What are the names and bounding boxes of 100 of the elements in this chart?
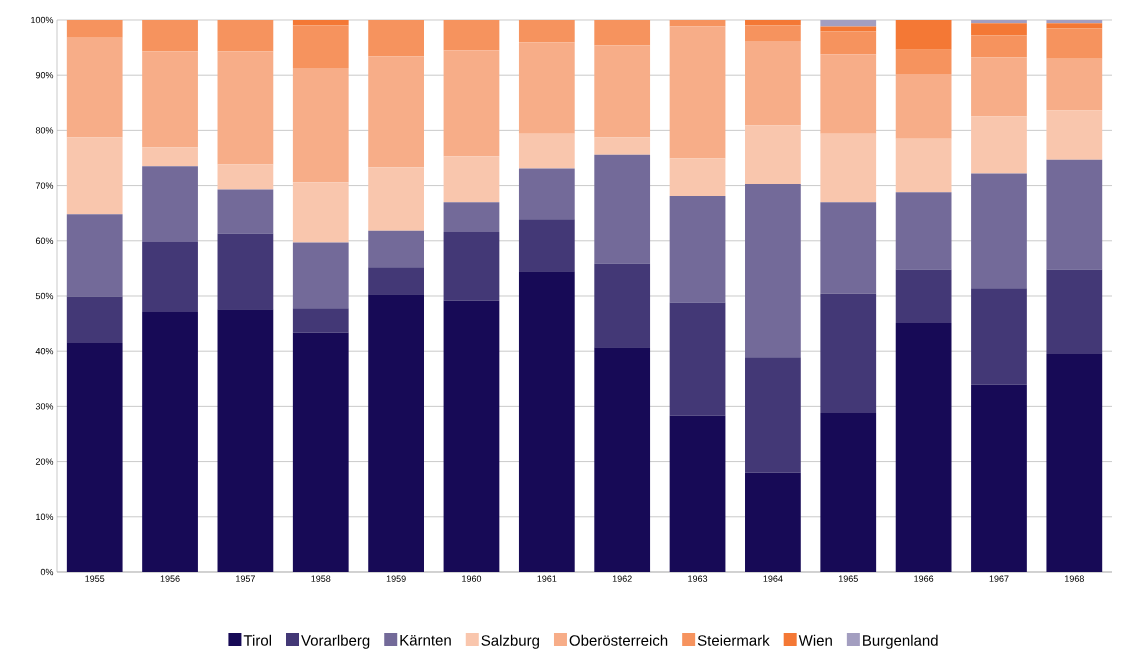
bar xyxy=(217,164,274,190)
bar xyxy=(971,116,1027,174)
bar xyxy=(217,19,274,52)
bar xyxy=(368,56,424,168)
bar xyxy=(971,35,1027,58)
bar xyxy=(820,293,877,414)
bar xyxy=(292,242,349,309)
bar xyxy=(820,202,877,294)
bar xyxy=(1046,58,1103,111)
legend-label: Salzburg xyxy=(481,634,539,649)
y-tick-label: 100% xyxy=(31,16,54,24)
y-tick-label: 0% xyxy=(40,568,54,576)
bar xyxy=(142,147,198,167)
bar xyxy=(745,25,801,41)
y-tick-label: 60% xyxy=(35,237,54,244)
bar xyxy=(895,19,952,50)
bar xyxy=(518,271,575,572)
bar xyxy=(745,183,801,358)
bar xyxy=(518,19,575,43)
bar xyxy=(217,51,274,165)
bar xyxy=(142,51,198,148)
legend-label: Kärnten xyxy=(400,635,451,646)
bar xyxy=(292,19,349,26)
bar xyxy=(368,167,424,231)
bar xyxy=(217,233,274,310)
bar xyxy=(895,269,952,324)
bar xyxy=(971,288,1027,385)
x-tick-label: 1961 xyxy=(537,575,557,582)
x-tick-label: 1959 xyxy=(386,575,406,582)
bar xyxy=(1046,353,1103,572)
bar xyxy=(1046,19,1103,24)
bar xyxy=(217,309,274,572)
y-tick-label: 70% xyxy=(35,182,54,189)
bar xyxy=(292,308,349,333)
bar xyxy=(745,472,801,572)
bar xyxy=(142,312,198,572)
x-tick-label: 1955 xyxy=(85,575,105,582)
bar xyxy=(292,68,349,183)
y-tick-label: 80% xyxy=(35,127,54,134)
x-tick-label: 1967 xyxy=(989,575,1009,582)
x-tick-label: 1965 xyxy=(838,575,858,582)
y-tick-label: 90% xyxy=(35,72,54,79)
bar xyxy=(518,168,575,220)
bar xyxy=(518,133,575,169)
bar xyxy=(1046,23,1103,29)
bar xyxy=(971,173,1027,289)
bar xyxy=(368,230,424,268)
bar xyxy=(971,19,1027,24)
legend-label: Steiermark xyxy=(697,634,770,646)
bar xyxy=(820,31,877,55)
bar xyxy=(820,19,877,27)
x-tick-label: 1960 xyxy=(462,575,482,582)
bar xyxy=(745,357,801,473)
y-tick-label: 10% xyxy=(36,513,54,520)
bar xyxy=(292,182,349,243)
bar xyxy=(594,19,651,46)
bar xyxy=(669,196,726,303)
bar xyxy=(669,19,726,27)
x-tick-label: 1962 xyxy=(612,575,632,582)
legend-label: Wien xyxy=(798,634,832,646)
legend-label: Vorarlberg xyxy=(301,634,370,649)
y-tick-label: 40% xyxy=(35,348,54,355)
bar xyxy=(669,26,726,159)
bar xyxy=(820,133,877,203)
bar xyxy=(66,296,123,343)
bar xyxy=(142,241,198,312)
bar xyxy=(669,158,726,197)
bar xyxy=(820,54,877,134)
bar xyxy=(594,347,651,572)
bar xyxy=(518,219,575,272)
bar xyxy=(895,49,952,75)
bar xyxy=(443,50,500,157)
bar xyxy=(292,332,349,572)
x-tick-label: 1956 xyxy=(160,575,180,582)
bar xyxy=(217,189,274,234)
bar xyxy=(292,25,349,69)
bar xyxy=(895,138,952,193)
x-tick-label: 1968 xyxy=(1065,575,1084,582)
bar xyxy=(594,137,651,155)
bar xyxy=(895,192,952,270)
bar xyxy=(1046,110,1103,160)
bar xyxy=(895,74,952,139)
bar xyxy=(443,19,500,51)
bar xyxy=(745,19,801,26)
bar xyxy=(518,42,575,134)
bar xyxy=(443,202,500,232)
legend-label: Oberösterreich xyxy=(569,634,668,646)
bar xyxy=(443,156,500,203)
bar xyxy=(443,300,500,572)
y-tick-label: 30% xyxy=(35,403,54,410)
bar xyxy=(66,19,123,38)
bar xyxy=(142,166,198,242)
bar xyxy=(66,137,123,215)
x-tick-label: 1957 xyxy=(236,575,255,582)
y-tick-label: 50% xyxy=(35,292,54,300)
bar xyxy=(820,26,877,32)
bar xyxy=(971,23,1027,36)
bar xyxy=(368,267,424,295)
bar xyxy=(368,294,424,572)
bar xyxy=(66,214,123,297)
